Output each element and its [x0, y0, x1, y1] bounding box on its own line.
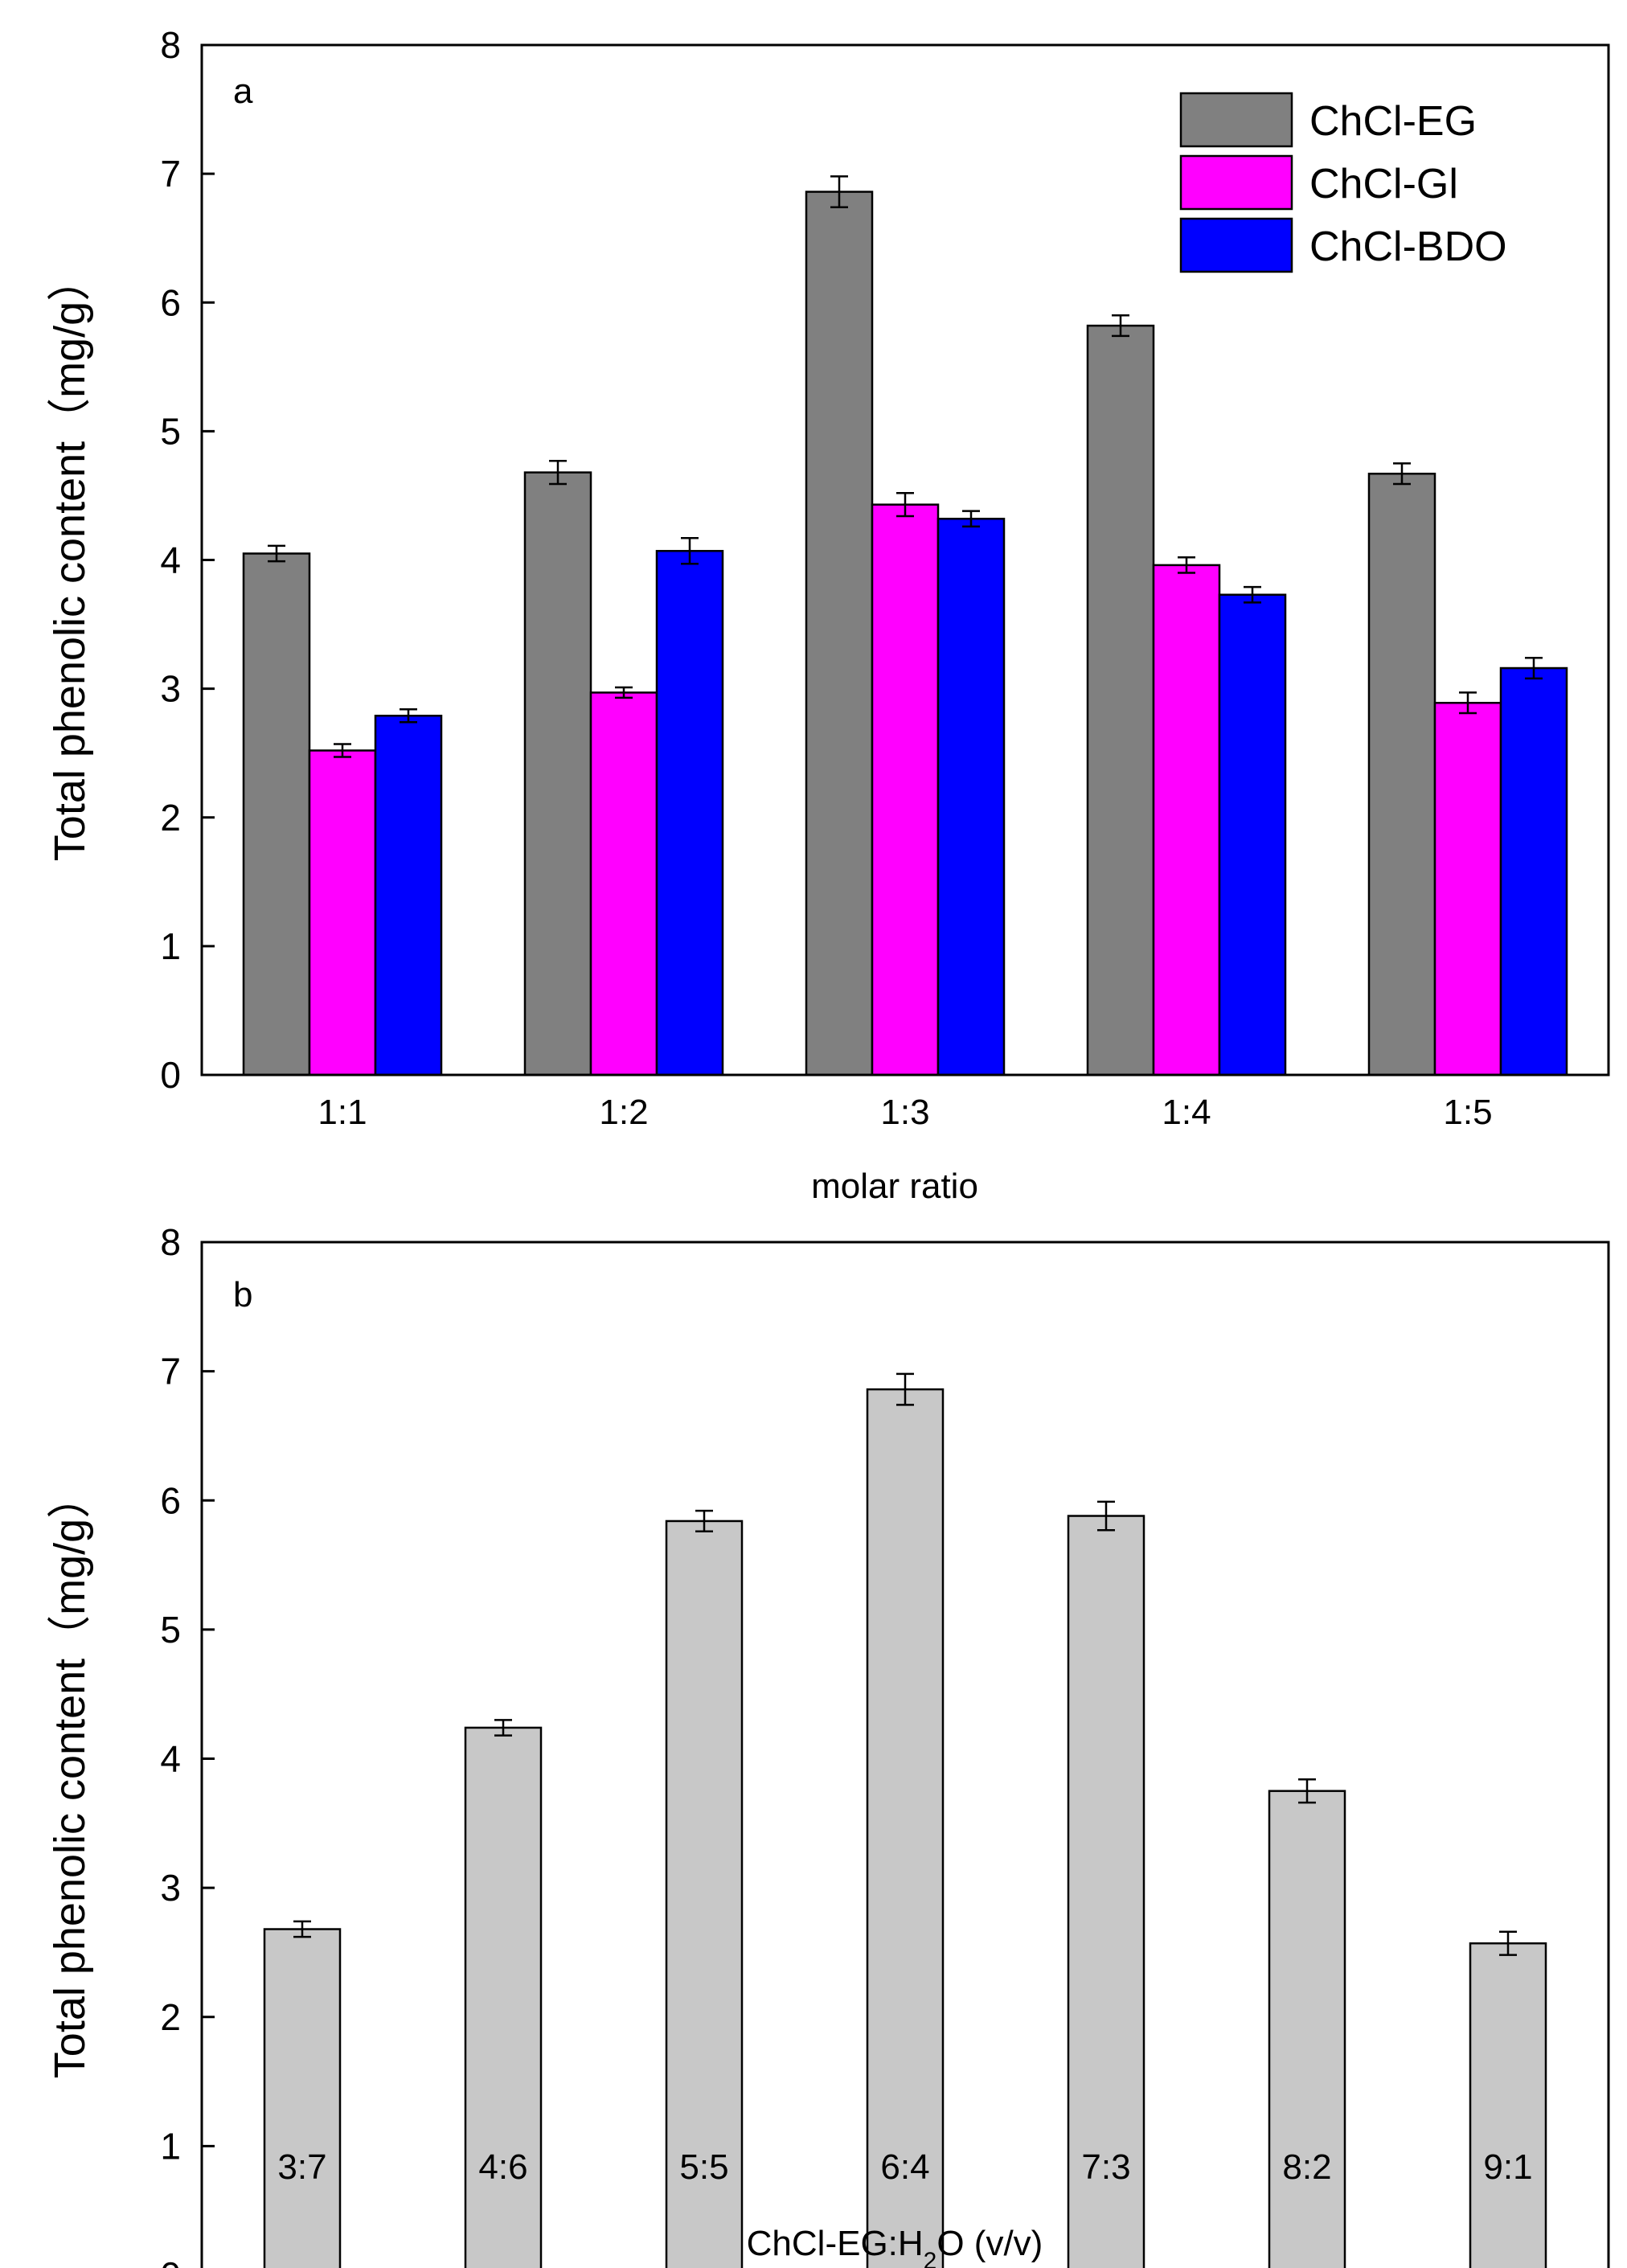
x-tick-label: 3:7 — [277, 2147, 326, 2187]
legend-swatch — [1179, 154, 1293, 211]
legend-label: ChCl-BDO — [1309, 224, 1507, 270]
bar — [1218, 593, 1287, 1077]
bar — [1268, 1790, 1346, 2268]
y-tick-label: 8 — [160, 24, 181, 66]
x-tick-label: 4:6 — [478, 2147, 527, 2187]
panel-a-y-axis-title: Total phenolic content（mg/g） — [46, 258, 94, 861]
bar — [866, 1388, 945, 2268]
y-tick-label: 5 — [160, 410, 181, 452]
y-tick-label: 3 — [160, 1867, 181, 1909]
bar — [665, 1520, 744, 2268]
y-tick-label: 2 — [160, 797, 181, 839]
panel-a-y-ticks: 0 1 2 3 4 5 6 7 8 — [160, 24, 1469, 1096]
bar — [464, 1726, 543, 2268]
panel-b-x-axis-title-tail: O (v/v) — [936, 2224, 1043, 2263]
panel-b: 0 1 2 3 4 5 6 7 8 3:7 4:6 5:5 6:4 7:3 8:2 9:1 b ChCl-E… — [46, 1221, 1610, 2268]
panel-a-plot-frame — [200, 43, 1610, 1077]
y-tick-label: 7 — [160, 1351, 181, 1392]
x-tick-label: 1:1 — [318, 1093, 367, 1132]
y-tick-label: 3 — [160, 668, 181, 710]
panel-b-letter: b — [233, 1275, 252, 1314]
bar — [263, 1928, 342, 2268]
legend-swatch — [1179, 217, 1293, 273]
panel-b-bars — [263, 1372, 1547, 2268]
y-tick-label: 4 — [160, 539, 181, 581]
y-tick-label: 6 — [160, 281, 181, 323]
panel-b-category-labels: 3:7 4:6 5:5 6:4 7:3 8:2 9:1 — [277, 2147, 1532, 2187]
y-tick-label: 2 — [160, 1996, 181, 2038]
bar — [589, 691, 658, 1077]
bar — [1152, 564, 1221, 1077]
panel-b-x-axis-title: ChCl-EG:H2O (v/v) — [747, 2224, 1043, 2268]
x-tick-label: 6:4 — [880, 2147, 929, 2187]
x-tick-label: 9:1 — [1483, 2147, 1532, 2187]
bar — [308, 749, 377, 1077]
x-tick-label: 5:5 — [679, 2147, 728, 2187]
bar — [523, 471, 592, 1077]
y-tick-label: 0 — [160, 2254, 181, 2268]
y-tick-label: 1 — [160, 2125, 181, 2167]
y-tick-label: 4 — [160, 1738, 181, 1780]
panel-b-plot-frame — [200, 1241, 1610, 2268]
x-tick-label: 1:2 — [599, 1093, 648, 1132]
y-tick-label: 6 — [160, 1479, 181, 1521]
panel-a-letter: a — [233, 72, 253, 111]
bar — [936, 518, 1006, 1077]
panel-a-legend: ChCl-EG ChCl-Gl ChCl-BDO — [1179, 92, 1507, 273]
bar — [871, 503, 940, 1077]
legend-swatch — [1179, 92, 1293, 148]
bar — [1067, 1515, 1145, 2268]
y-tick-label: 0 — [160, 1054, 181, 1096]
bar — [655, 550, 724, 1077]
panel-b-x-axis-title-main: ChCl-EG:H — [747, 2224, 924, 2263]
x-tick-label: 1:3 — [880, 1093, 929, 1132]
y-tick-label: 5 — [160, 1609, 181, 1651]
bar — [1469, 1942, 1547, 2268]
x-tick-label: 1:4 — [1162, 1093, 1211, 1132]
panel-a-category-labels: 1:1 1:2 1:3 1:4 1:5 — [318, 1093, 1492, 1132]
bar — [1433, 701, 1502, 1077]
bar — [1499, 666, 1568, 1077]
bar — [374, 715, 443, 1077]
panel-b-y-axis-title: Total phenolic content（mg/g） — [46, 1475, 94, 2078]
bar — [242, 552, 311, 1077]
bar — [805, 191, 874, 1077]
bar — [1367, 472, 1436, 1077]
panel-b-x-axis-title-sub: 2 — [924, 2248, 937, 2268]
legend-label: ChCl-EG — [1309, 98, 1477, 145]
y-tick-label: 7 — [160, 153, 181, 195]
y-tick-label: 1 — [160, 925, 181, 967]
bar — [1086, 324, 1155, 1077]
x-tick-label: 7:3 — [1081, 2147, 1130, 2187]
y-tick-label: 8 — [160, 1221, 181, 1263]
legend-label: ChCl-Gl — [1309, 161, 1458, 207]
panel-a-x-axis-title: molar ratio — [811, 1167, 978, 1206]
panel-a-bars — [242, 175, 1568, 1077]
x-tick-label: 1:5 — [1443, 1093, 1492, 1132]
x-tick-label: 8:2 — [1282, 2147, 1331, 2187]
